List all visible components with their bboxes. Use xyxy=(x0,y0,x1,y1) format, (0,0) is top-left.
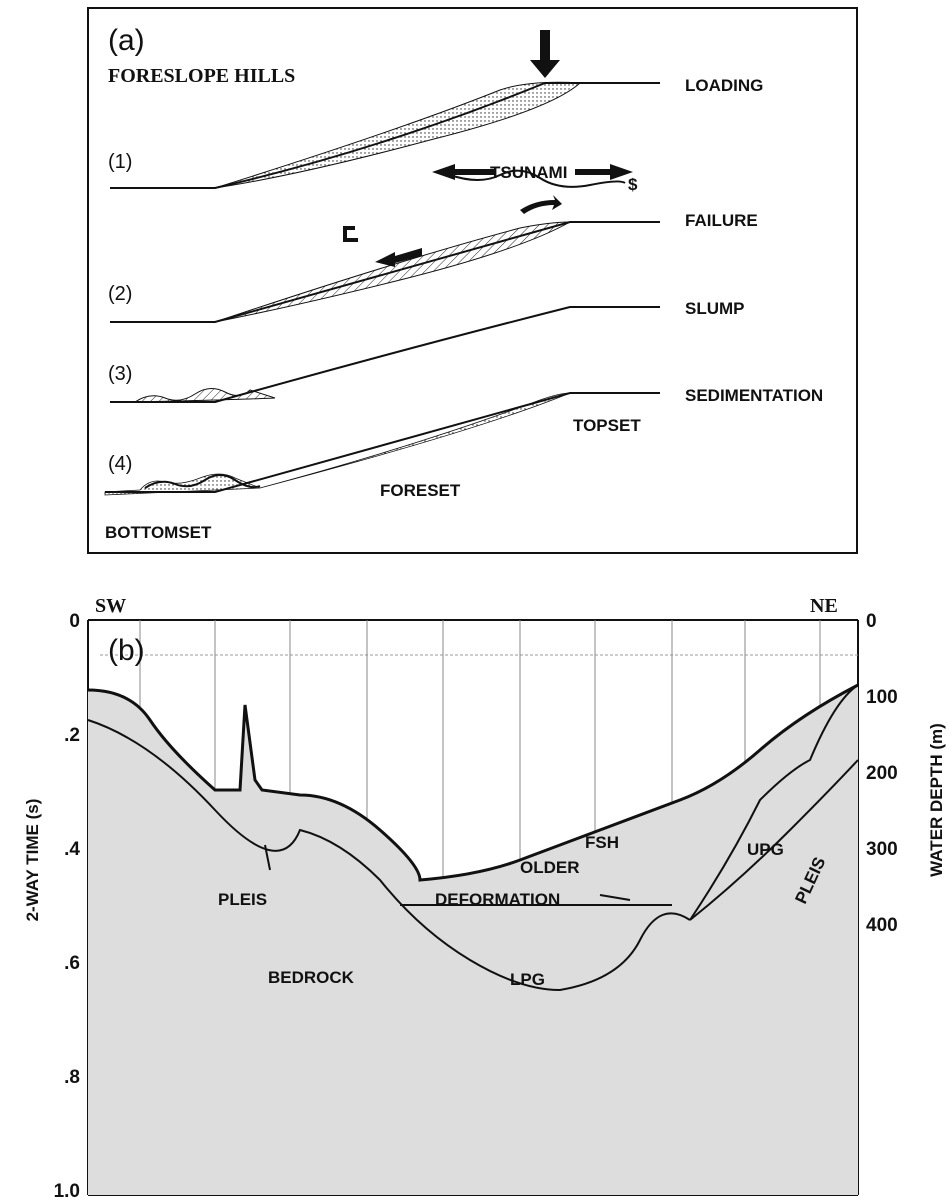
right-ticks: 0 100 200 300 400 xyxy=(866,611,898,936)
annotation: TOPSET xyxy=(573,416,641,435)
annotation: FSH xyxy=(585,833,619,852)
profile xyxy=(105,392,660,493)
direction: NE xyxy=(810,595,838,617)
annotation: OLDER xyxy=(520,858,580,877)
panel-label: (a) xyxy=(108,24,145,57)
buried-hills xyxy=(144,474,261,489)
annotation: TSUNAMI xyxy=(490,163,567,182)
arrow xyxy=(520,195,562,214)
panel-title: FORESLOPE HILLS xyxy=(108,65,295,87)
sediment-wedge xyxy=(214,81,582,189)
pointer xyxy=(264,844,631,901)
pleis-boundary xyxy=(689,759,859,921)
arrow xyxy=(530,30,560,78)
sediment-fill xyxy=(88,685,858,1195)
seafloor xyxy=(87,683,859,882)
tick-label: 0 xyxy=(69,611,80,632)
stage-name: LOADING xyxy=(685,76,763,95)
tick-label: 1.0 xyxy=(54,1181,80,1200)
stage-name: SLUMP xyxy=(685,299,745,318)
stage-name: SEDIMENTATION xyxy=(685,386,823,405)
bedrock-surface xyxy=(87,719,691,992)
annotation: BEDROCK xyxy=(268,968,355,987)
slump-hills xyxy=(133,388,276,403)
tick-label: 400 xyxy=(866,915,898,936)
arrow xyxy=(343,226,358,242)
tick-label: .2 xyxy=(64,725,80,746)
annotation: PLEIS xyxy=(218,890,267,909)
stage-label: (2) xyxy=(108,283,132,305)
tick-label: 0 xyxy=(866,611,877,632)
stage-label: (3) xyxy=(108,363,132,385)
tick-label: 200 xyxy=(866,763,898,784)
arrows xyxy=(432,164,633,180)
tick-label: 100 xyxy=(866,687,898,708)
stage-label: (1) xyxy=(108,151,132,173)
stage-name: FAILURE xyxy=(685,211,758,230)
panel-frame xyxy=(87,7,858,554)
left-ticks: 0 .2 .4 .6 .8 1.0 xyxy=(54,611,81,1200)
wave xyxy=(449,169,626,188)
axis-label: WATER DEPTH (m) xyxy=(927,723,946,877)
tick-label: .6 xyxy=(64,953,80,974)
panel-label: (b) xyxy=(108,634,145,667)
tick-label: .8 xyxy=(64,1067,80,1088)
panel-b: (b) SW NE 0 .2 .4 .6 .8 1.0 0 100 200 30… xyxy=(23,595,946,1200)
annotation: BOTTOMSET xyxy=(105,523,212,542)
drape xyxy=(104,392,571,496)
panel-a: (a) FORESLOPE HILLS $ (1) (2) (3) (4) LO… xyxy=(87,7,858,554)
stage-label: (4) xyxy=(108,453,132,475)
annotation: DEFORMATION xyxy=(435,890,560,909)
slump-mass xyxy=(214,221,572,323)
axis-label: 2-WAY TIME (s) xyxy=(23,799,42,922)
direction: SW xyxy=(95,595,126,617)
arrow xyxy=(375,248,422,267)
upg-boundary xyxy=(689,684,859,921)
annotation: UPG xyxy=(747,840,784,859)
annotation: FORESET xyxy=(380,481,461,500)
tick-label: .4 xyxy=(64,839,80,860)
annotation: LPG xyxy=(510,970,545,989)
tick-label: 300 xyxy=(866,839,898,860)
symbol: $ xyxy=(628,175,638,194)
